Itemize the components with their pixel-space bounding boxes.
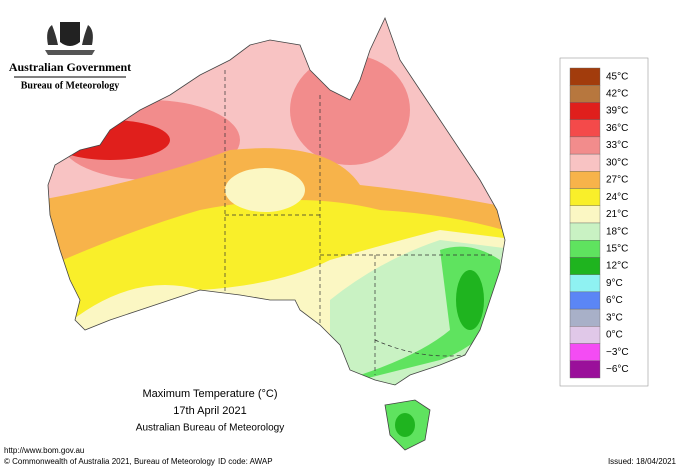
footer-issued: Issued: 18/04/2021: [608, 457, 677, 466]
legend-swatch: [569, 153, 601, 172]
coat-of-arms: [45, 22, 95, 55]
legend-label: −3°C: [606, 347, 629, 358]
legend-swatch: [569, 205, 601, 224]
footer-url: http://www.bom.gov.au: [4, 446, 84, 455]
legend-label: 36°C: [606, 123, 628, 134]
header-subtitle: Bureau of Meteorology: [21, 80, 120, 91]
legend-swatch: [569, 85, 601, 103]
header-title: Australian Government: [9, 60, 131, 74]
legend-label: 30°C: [606, 157, 628, 168]
legend-swatch: [569, 119, 601, 138]
legend-swatch: [569, 308, 601, 327]
legend-label: 33°C: [606, 140, 628, 151]
footer-id: ID code: AWAP: [218, 457, 273, 466]
legend: 45°C 42°C 39°C 36°C 33°C 30°C 27°C 24°C 21°C 18°C…: [559, 57, 649, 387]
legend-label: 6°C: [606, 295, 623, 306]
legend-label: 39°C: [606, 106, 628, 117]
legend-label: 12°C: [606, 261, 628, 272]
legend-swatch: [569, 188, 601, 206]
legend-label: 27°C: [606, 175, 628, 186]
legend-swatch: [569, 326, 601, 344]
legend-label: 9°C: [606, 278, 623, 289]
coastline: [47, 16, 506, 451]
legend-label: 0°C: [606, 330, 623, 341]
state-borders: [224, 70, 495, 375]
legend-swatch: [569, 274, 601, 293]
legend-swatch: [569, 343, 601, 361]
legend-swatch: [569, 257, 601, 275]
caption-date: 17th April 2021: [173, 405, 246, 417]
legend-swatch: [569, 136, 601, 155]
legend-label: 21°C: [606, 209, 628, 220]
legend-label: 3°C: [606, 312, 623, 323]
legend-label: 45°C: [606, 71, 628, 82]
caption-source: Australian Bureau of Meteorology: [136, 423, 284, 434]
legend-swatch: [569, 291, 601, 310]
legend-label: −6°C: [606, 364, 629, 375]
footer-copyright: © Commonwealth of Australia 2021, Bureau…: [4, 457, 215, 466]
legend-label: 24°C: [606, 192, 628, 203]
caption-title: Maximum Temperature (°C): [142, 388, 277, 400]
legend-swatch: [569, 171, 601, 189]
legend-swatch: [569, 222, 601, 241]
legend-swatch: [569, 67, 601, 86]
legend-label: 15°C: [606, 243, 628, 254]
legend-swatch: [569, 102, 601, 120]
legend-label: 42°C: [606, 88, 628, 99]
legend-swatch: [569, 240, 601, 258]
legend-swatch: [569, 360, 601, 379]
legend-label: 18°C: [606, 226, 628, 237]
